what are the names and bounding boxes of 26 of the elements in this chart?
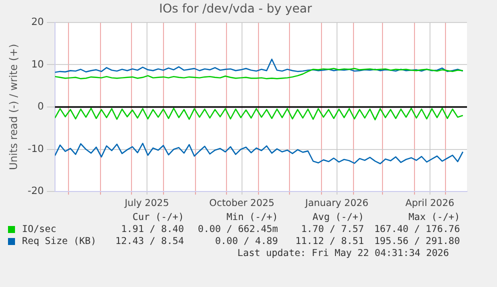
y-tick-label: 10	[31, 59, 44, 70]
text: Min (-/+)	[226, 212, 278, 224]
x-tick-label: January 2026	[304, 198, 368, 209]
text: 12.43 / 8.54	[114, 236, 184, 248]
chart-title: IOs for /dev/vda - by year	[159, 1, 312, 16]
text: 0.00 / 662.45m	[196, 224, 278, 236]
legend-label: IO/sec	[22, 224, 58, 236]
text: 195.56 / 291.80	[373, 236, 460, 248]
text: Avg (-/+)	[312, 212, 364, 224]
x-tick-label: October 2025	[209, 198, 274, 209]
text: 167.40 / 176.76	[373, 224, 460, 236]
text: Last update: Fri May 22 04:31:34 2026	[236, 248, 450, 260]
y-tick-label: -20	[28, 186, 44, 198]
text: 1.91 / 8.40	[120, 224, 184, 236]
y-tick-label: 0	[38, 102, 44, 113]
x-tick-label: April 2026	[405, 198, 454, 209]
text: 11.12 / 8.51	[294, 236, 364, 248]
y-tick-label: 20	[31, 16, 44, 28]
text: Cur (-/+)	[132, 212, 184, 224]
text: 0.00 / 4.89	[214, 236, 278, 248]
text: 1.70 / 7.57	[300, 224, 364, 236]
x-tick-label: July 2025	[124, 198, 169, 209]
y-axis-title: Units read (-) / write (+)	[8, 44, 20, 170]
text: Max (-/+)	[408, 212, 460, 224]
y-tick-label: -10	[28, 144, 44, 155]
legend-label: Req Size (KB)	[22, 236, 98, 248]
